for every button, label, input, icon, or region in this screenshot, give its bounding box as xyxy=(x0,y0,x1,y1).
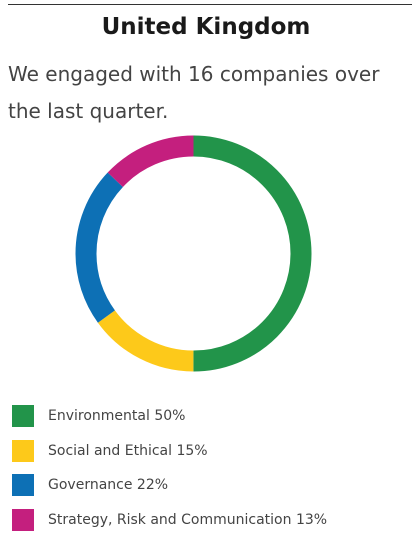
donut-segment-strategy-risk-communication xyxy=(75,135,312,372)
legend-item-strategy-risk-communication: Strategy, Risk and Communication 13% xyxy=(12,508,412,531)
intro-text: We engaged with 16 companies over the la… xyxy=(8,62,380,123)
donut-chart xyxy=(75,135,312,372)
legend-item-social-and-ethical: Social and Ethical 15% xyxy=(12,439,412,462)
legend-label-social-and-ethical: Social and Ethical 15% xyxy=(48,442,208,459)
legend-swatch-governance xyxy=(12,474,34,496)
legend-swatch-social-and-ethical xyxy=(12,439,34,462)
legend-swatch-environmental xyxy=(12,405,34,427)
legend-label-environmental: Environmental 50% xyxy=(48,408,186,424)
chart-legend: Environmental 50% Social and Ethical 15%… xyxy=(12,405,412,543)
legend-item-environmental: Environmental 50% xyxy=(12,405,412,427)
page-title: United Kingdom xyxy=(101,14,311,40)
donut-segment-governance xyxy=(75,135,312,372)
top-divider xyxy=(8,4,412,5)
legend-swatch-strategy-risk-communication xyxy=(12,508,34,531)
legend-label-strategy-risk-communication: Strategy, Risk and Communication 13% xyxy=(48,511,328,528)
legend-item-governance: Governance 22% xyxy=(12,474,412,496)
legend-label-governance: Governance 22% xyxy=(48,477,169,493)
